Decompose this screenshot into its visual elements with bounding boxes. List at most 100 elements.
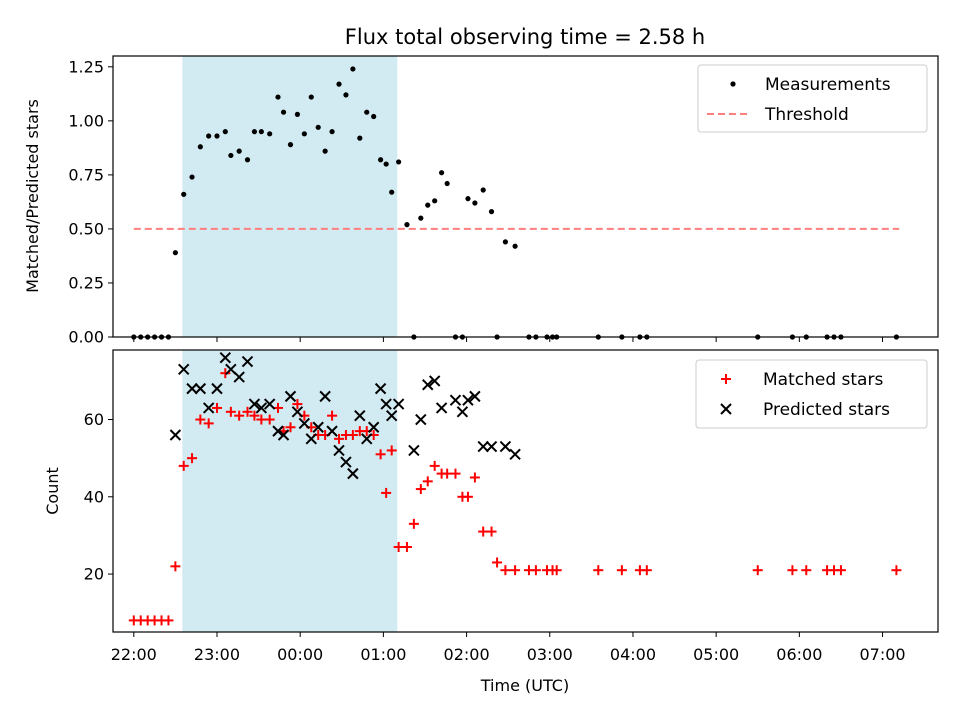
predicted-star-marker <box>408 444 420 457</box>
matched-star-marker <box>285 422 296 433</box>
measurement-point <box>472 200 478 206</box>
matched-star-marker <box>835 565 846 576</box>
predicted-star-marker <box>312 421 324 433</box>
measurement-point <box>329 129 335 135</box>
bottom-legend: Matched stars Predicted stars <box>695 359 928 429</box>
matched-star-marker <box>163 615 174 626</box>
predicted-star-marker <box>469 390 481 403</box>
measurement-point <box>432 198 438 204</box>
matched-star-marker <box>429 460 440 471</box>
predicted-star-marker <box>509 448 521 461</box>
measurement-point <box>287 142 294 148</box>
measurement-point <box>418 215 424 221</box>
matched-star-marker <box>220 368 231 379</box>
x-tick-label: 05:00 <box>693 645 739 664</box>
measurement-point <box>480 187 486 193</box>
predicted-star-marker <box>248 398 261 410</box>
measurement-point <box>371 113 377 120</box>
legend-matched-marker <box>721 374 731 384</box>
bottom-panel: 20 40 60 22:00 23:00 00:00 01:00 02:00 03:00 04:… <box>43 349 939 695</box>
bottom-y-axis-label: Count <box>43 467 62 515</box>
measurement-point <box>488 209 495 215</box>
matched-star-marker <box>422 476 433 487</box>
matched-star-marker <box>450 468 461 479</box>
measurement-point <box>251 129 258 135</box>
predicted-star-marker <box>319 390 331 403</box>
bottom-y-tick-label: 60 <box>84 410 104 429</box>
measurement-point <box>343 92 349 98</box>
top-y-ticks: 0.00 0.25 0.50 0.75 1.00 1.25 <box>68 57 113 347</box>
matched-star-marker <box>375 449 386 460</box>
predicted-star-marker <box>392 398 405 410</box>
matched-star-marker <box>234 410 245 421</box>
measurement-point <box>364 109 370 115</box>
predicted-star-marker <box>333 444 345 457</box>
matched-star-marker <box>551 565 562 576</box>
predicted-star-marker <box>462 394 474 406</box>
bottom-axes-frame <box>112 349 939 633</box>
measurement-point <box>383 161 389 167</box>
measurement-point <box>396 159 402 165</box>
measurement-point <box>222 129 228 135</box>
predicted-star-marker <box>305 433 317 445</box>
matched-star-markers <box>128 368 902 626</box>
predicted-star-marker <box>178 363 190 376</box>
measurement-point <box>512 243 518 249</box>
measurement-point <box>425 202 431 208</box>
legend-predicted-marker <box>720 403 732 415</box>
measurement-points <box>131 66 900 340</box>
x-tick-label: 00:00 <box>277 645 323 664</box>
top-y-tick-label: 0.25 <box>68 273 104 292</box>
top-x-ticks <box>133 337 884 342</box>
predicted-star-marker <box>202 402 215 414</box>
measurement-point <box>389 189 395 195</box>
measurement-point <box>267 131 273 137</box>
bottom-y-tick-label: 20 <box>84 565 104 584</box>
legend-predicted-label: Predicted stars <box>763 400 890 420</box>
predicted-star-marker <box>354 409 366 422</box>
matched-star-marker <box>347 429 358 440</box>
measurement-point <box>465 196 471 202</box>
top-axes-frame <box>112 55 939 338</box>
matched-star-marker <box>641 565 652 576</box>
measurement-point <box>378 157 384 163</box>
predicted-star-marker <box>186 382 198 395</box>
legend-measurements-label: Measurements <box>765 75 891 95</box>
measurement-point <box>294 111 301 117</box>
matched-star-marker <box>787 565 798 576</box>
matched-star-marker <box>401 542 412 553</box>
matched-star-marker <box>334 433 345 444</box>
matched-star-marker <box>292 399 303 410</box>
top-y-tick-label: 0.50 <box>68 219 104 238</box>
legend-plus-marker <box>721 374 731 384</box>
matched-star-marker <box>242 406 253 417</box>
matched-star-marker <box>249 410 260 421</box>
bottom-x-ticks: 22:00 23:00 00:00 01:00 02:00 03:00 04:00 05:00… <box>111 632 906 664</box>
predicted-star-marker <box>449 394 462 406</box>
measurement-point <box>206 133 212 139</box>
matched-star-marker <box>492 557 503 568</box>
measurement-point <box>172 250 178 256</box>
bottom-y-ticks: 20 40 60 <box>84 410 113 584</box>
top-shaded-span <box>182 56 398 337</box>
top-y-tick-label: 0.75 <box>68 165 104 184</box>
measurement-point <box>336 81 342 87</box>
matched-star-marker <box>891 565 902 576</box>
top-y-tick-label: 0.00 <box>68 328 104 347</box>
matched-star-marker <box>211 402 222 413</box>
predicted-star-marker <box>361 433 373 445</box>
top-legend: Measurements Threshold <box>697 64 928 133</box>
measurement-point <box>236 148 242 154</box>
legend-measurements-marker <box>730 81 736 87</box>
measurement-point <box>228 152 234 159</box>
predicted-star-marker <box>219 352 232 364</box>
matched-star-marker <box>801 565 812 576</box>
x-tick-label: 23:00 <box>194 645 240 664</box>
matched-star-marker <box>462 491 473 502</box>
predicted-star-marker <box>499 440 512 453</box>
bottom-y-tick-label: 40 <box>84 487 104 506</box>
matched-star-marker <box>469 472 480 483</box>
x-tick-label: 22:00 <box>111 645 157 664</box>
measurement-point <box>258 129 264 135</box>
